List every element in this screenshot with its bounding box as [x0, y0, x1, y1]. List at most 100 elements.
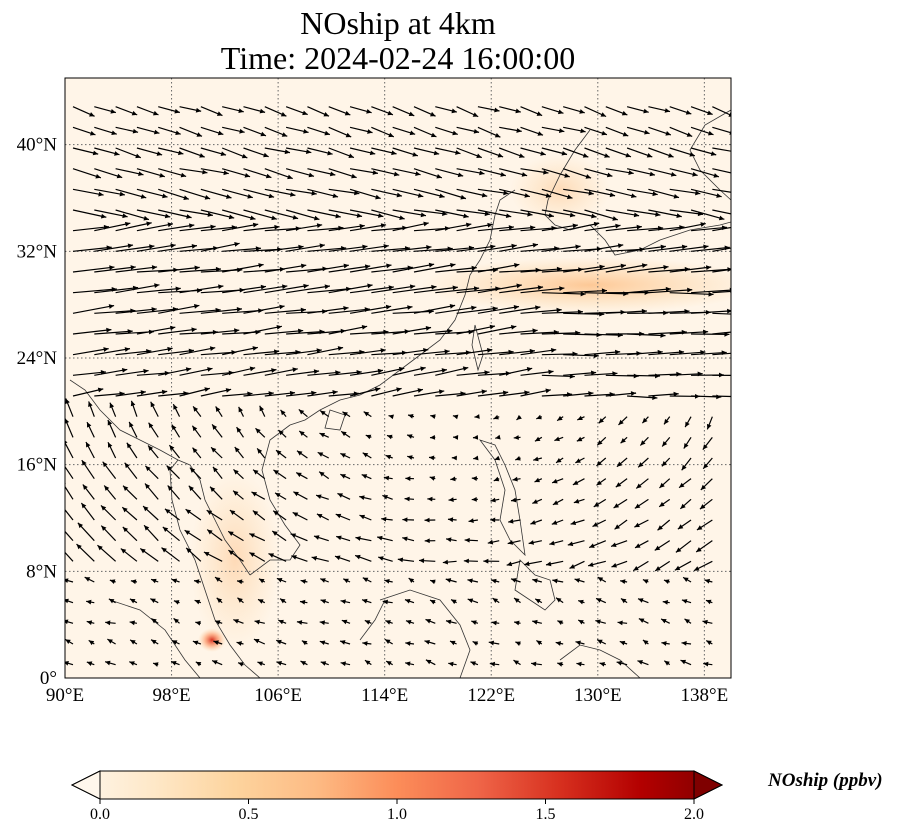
wind-arrow: [499, 242, 539, 252]
wind-arrow: [313, 535, 329, 542]
wind-arrow: [408, 577, 415, 583]
wind-arrow: [611, 560, 628, 568]
lat-tick-label: 32°N: [17, 241, 58, 262]
wind-arrow: [435, 305, 477, 314]
wind-arrow: [385, 660, 393, 666]
gridlines: [65, 78, 731, 678]
wind-arrow: [477, 390, 509, 397]
wind-arrow: [298, 430, 308, 438]
wind-arrow: [661, 436, 671, 447]
wind-arrow: [520, 388, 551, 397]
wind-arrow: [661, 641, 670, 646]
wind-arrow: [328, 223, 365, 232]
wind-arrow: [276, 639, 287, 645]
wind-arrow: [520, 347, 557, 356]
wind-arrow: [359, 495, 372, 500]
wind-arrow: [307, 370, 341, 376]
wind-arrow: [404, 496, 415, 502]
wind-arrow: [584, 147, 610, 158]
wind-arrow: [605, 224, 642, 232]
wind-arrow: [388, 414, 394, 420]
wind-arrow: [386, 434, 393, 440]
wind-arrow: [339, 640, 351, 645]
wind-arrow: [115, 244, 155, 252]
lon-tick-label: 90°E: [46, 685, 84, 706]
wind-arrow: [634, 498, 649, 509]
wind-arrow: [435, 147, 461, 155]
wind-arrow: [642, 639, 649, 645]
wind-arrow: [158, 168, 187, 178]
wind-arrow: [126, 442, 138, 459]
wind-arrow: [136, 389, 168, 397]
wind-arrow: [555, 641, 564, 646]
wind-arrow: [342, 411, 351, 418]
wind-arrow: [128, 421, 138, 438]
wind-arrow: [678, 478, 692, 489]
wind-arrow: [315, 494, 329, 500]
wind-arrow: [256, 447, 266, 459]
wind-arrow: [215, 406, 223, 417]
wind-arrow: [238, 406, 245, 417]
map-frame: [64, 77, 732, 679]
wind-arrow: [456, 306, 498, 314]
wind-arrow: [471, 496, 478, 502]
wind-arrow: [285, 168, 315, 178]
wind-arrow: [341, 619, 351, 625]
wind-arrow: [264, 328, 304, 335]
lon-tick-label: 130°E: [574, 685, 622, 706]
wind-arrow: [693, 560, 713, 572]
wind-arrow: [616, 457, 628, 468]
wind-arrow: [541, 223, 578, 232]
wind-arrow: [473, 455, 479, 461]
wind-arrow: [193, 579, 201, 584]
wind-arrow: [520, 168, 549, 175]
wind-arrow: [129, 598, 138, 604]
wind-arrow: [349, 285, 394, 294]
wind-arrow: [435, 126, 458, 136]
wind-arrow: [489, 661, 500, 667]
wind-arrow: [563, 370, 597, 376]
wind-arrow: [158, 209, 192, 219]
wind-arrow: [97, 544, 117, 562]
wind-arrow: [507, 540, 521, 545]
wind-arrow: [121, 506, 138, 521]
wind-arrow: [499, 106, 521, 114]
wind-arrow: [430, 414, 436, 419]
wind-arrow: [158, 265, 200, 273]
wind-arrow: [648, 147, 674, 158]
wind-arrow: [690, 106, 713, 116]
wind-arrow: [152, 662, 159, 667]
wind-arrow: [94, 367, 128, 376]
wind-arrow: [276, 577, 287, 583]
wind-arrow: [446, 537, 457, 543]
wind-arrow: [555, 457, 564, 464]
wind-arrow: [541, 188, 573, 200]
wind-arrow: [536, 640, 543, 646]
wind-arrow: [681, 457, 692, 471]
wind-arrow: [456, 389, 487, 397]
wind-arrow: [413, 368, 448, 376]
wind-arrow: [158, 223, 195, 232]
wind-arrow: [654, 540, 671, 551]
lat-tick-label: 0°: [40, 668, 57, 689]
wind-arrow: [184, 529, 202, 542]
wind-arrow: [252, 510, 266, 521]
wind-arrow: [648, 287, 693, 294]
wind-arrow: [632, 560, 649, 572]
wind-arrow: [520, 209, 554, 218]
wind-arrow: [179, 387, 210, 397]
wind-arrow: [584, 371, 618, 377]
wind-arrow: [584, 106, 607, 118]
wind-arrow: [139, 548, 159, 562]
wind-arrow: [94, 209, 128, 219]
wind-arrow: [616, 660, 628, 666]
wind-arrow: [115, 147, 142, 159]
wind-arrow: [203, 551, 223, 562]
wind-arrow: [222, 168, 251, 178]
wind-arrow: [471, 476, 478, 481]
colorbar-tick-3: 1.5: [535, 806, 556, 823]
wind-arrow: [428, 455, 436, 461]
wind-arrow: [413, 168, 443, 179]
wind-arrow: [448, 661, 457, 667]
wind-arrow: [499, 188, 530, 198]
